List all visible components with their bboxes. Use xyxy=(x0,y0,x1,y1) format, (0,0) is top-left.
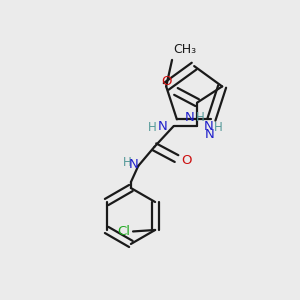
Text: N: N xyxy=(185,111,195,124)
Text: H: H xyxy=(214,121,223,134)
Text: O: O xyxy=(181,154,191,166)
Text: N: N xyxy=(204,120,213,133)
Text: CH₃: CH₃ xyxy=(173,44,196,56)
Text: Cl: Cl xyxy=(117,225,130,238)
Text: N: N xyxy=(158,120,167,133)
Text: H: H xyxy=(123,157,132,169)
Text: N: N xyxy=(128,158,138,171)
Text: H: H xyxy=(196,111,205,124)
Text: N: N xyxy=(205,128,215,141)
Text: O: O xyxy=(161,76,172,88)
Text: H: H xyxy=(148,121,157,134)
